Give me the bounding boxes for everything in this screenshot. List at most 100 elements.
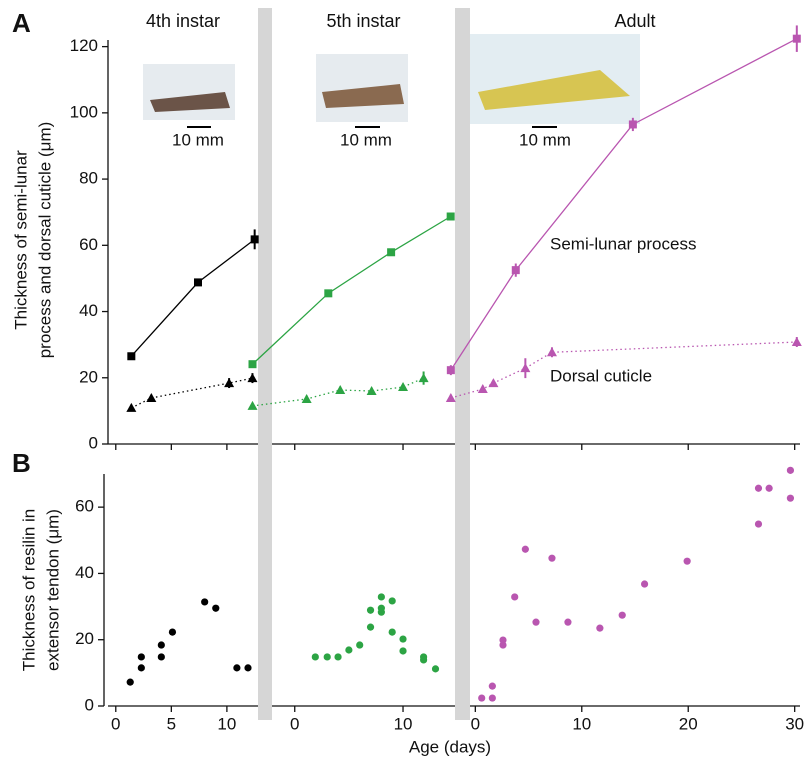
scale-label: 10 mm <box>519 130 571 149</box>
scale-label: 10 mm <box>340 130 392 149</box>
data-point <box>244 664 252 672</box>
x-tick-label: 5 <box>167 714 176 733</box>
y-axis-label: Thickness of semi-lunar <box>11 150 30 330</box>
series-line <box>252 377 424 407</box>
panel-label: A <box>12 8 31 38</box>
annotation: Semi-lunar process <box>550 234 696 253</box>
data-point <box>521 545 529 553</box>
data-point <box>548 554 556 562</box>
segment-title: 4th instar <box>146 11 220 31</box>
data-point <box>446 366 455 375</box>
data-point <box>224 378 235 388</box>
data-point <box>754 520 763 528</box>
x-tick-label: 10 <box>394 714 413 733</box>
data-point <box>127 352 136 361</box>
insect <box>478 70 630 110</box>
series-line <box>131 377 253 409</box>
x-tick-label: 20 <box>679 714 698 733</box>
data-point <box>157 653 165 661</box>
y-tick-label: 20 <box>79 367 98 386</box>
x-axis-label: Age (days) <box>409 737 491 756</box>
data-point <box>157 641 165 649</box>
y-tick-label: 100 <box>70 102 98 121</box>
data-point <box>477 384 488 394</box>
data-point <box>419 656 428 664</box>
data-point <box>233 664 241 672</box>
data-point <box>765 484 773 492</box>
data-point <box>377 608 385 616</box>
data-point <box>618 611 626 619</box>
data-point <box>520 363 531 373</box>
data-point <box>792 34 801 43</box>
x-tick-label: 0 <box>290 714 299 733</box>
y-tick-label: 40 <box>79 301 98 320</box>
data-point <box>247 373 258 383</box>
data-point <box>335 385 346 395</box>
data-point <box>431 665 440 673</box>
y-axis-label: process and dorsal cuticle (μm) <box>35 122 54 359</box>
data-point <box>137 653 145 661</box>
data-point <box>324 289 333 298</box>
data-point <box>754 484 763 492</box>
data-point <box>445 392 456 402</box>
data-point <box>126 402 137 412</box>
y-tick-label: 60 <box>75 497 94 516</box>
y-tick-label: 120 <box>70 36 98 55</box>
annotation: Dorsal cuticle <box>550 366 652 385</box>
data-point <box>596 624 604 632</box>
y-tick-label: 80 <box>79 169 98 188</box>
data-point <box>323 653 331 661</box>
data-point <box>488 682 496 690</box>
data-point <box>399 647 407 655</box>
data-point <box>488 378 499 388</box>
y-tick-label: 0 <box>89 433 98 452</box>
data-point <box>546 347 557 357</box>
series-line <box>252 215 452 365</box>
data-point <box>137 664 145 672</box>
x-tick-label: 30 <box>785 714 804 733</box>
series-line <box>130 238 256 357</box>
data-point <box>791 337 802 347</box>
x-tick-label: 0 <box>111 714 120 733</box>
data-point <box>301 393 312 403</box>
data-point <box>488 694 496 702</box>
data-point <box>194 278 202 287</box>
insect <box>150 92 230 112</box>
data-point <box>398 382 409 392</box>
series-line <box>450 38 798 371</box>
data-point <box>201 598 209 606</box>
data-point <box>334 653 342 661</box>
data-point <box>248 360 257 369</box>
data-point <box>499 641 507 649</box>
data-point <box>126 678 134 686</box>
data-point <box>250 235 259 244</box>
molt-band <box>258 8 272 720</box>
data-point <box>511 266 520 275</box>
data-point <box>511 593 519 601</box>
data-point <box>168 628 177 636</box>
data-point <box>478 694 486 702</box>
data-point <box>532 618 540 626</box>
data-point <box>212 604 220 612</box>
data-point <box>564 618 572 626</box>
x-tick-label: 10 <box>572 714 591 733</box>
x-tick-label: 10 <box>217 714 236 733</box>
data-point <box>146 392 157 402</box>
data-point <box>387 248 396 257</box>
panel-label: B <box>12 448 31 478</box>
data-point <box>683 557 691 565</box>
segment-title: 5th instar <box>326 11 400 31</box>
data-point <box>418 373 429 383</box>
data-point <box>640 580 649 588</box>
data-point <box>628 120 637 129</box>
y-tick-label: 0 <box>85 695 94 714</box>
y-axis-label: Thickness of resilin in <box>19 509 38 672</box>
y-tick-label: 40 <box>75 563 94 582</box>
segment-title: Adult <box>614 11 655 31</box>
data-point <box>388 597 396 605</box>
data-point <box>399 635 407 643</box>
x-tick-label: 0 <box>471 714 480 733</box>
data-point <box>366 623 375 631</box>
scale-label: 10 mm <box>172 130 224 149</box>
